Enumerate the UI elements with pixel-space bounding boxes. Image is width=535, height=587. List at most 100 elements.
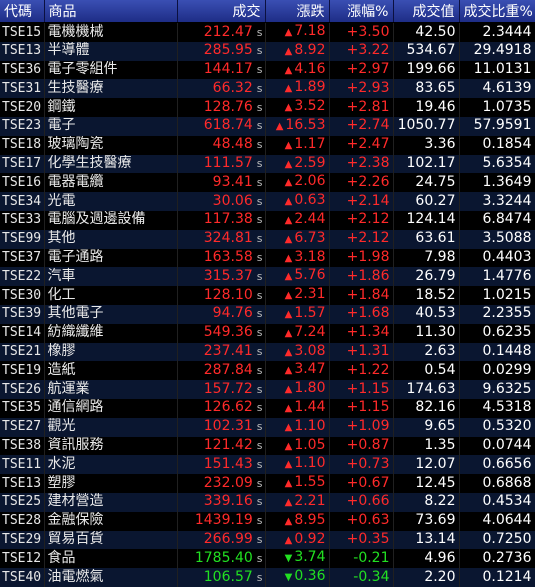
header-change-pct[interactable]: 漲幅% <box>329 0 394 23</box>
row-price: 106.57 <box>203 568 253 585</box>
header-price[interactable]: 成交 <box>177 0 266 23</box>
arrow-up-icon: ▲ <box>284 290 293 302</box>
row-change-pct: +2.12 <box>329 229 394 249</box>
row-change-value: 2.21 <box>294 492 326 509</box>
row-volume-value: 3.36 <box>393 135 460 155</box>
table-row[interactable]: TSE20 鋼鐵 128.76 s ▲ 3.52 +2.81 19.46 1.07… <box>0 98 535 117</box>
row-change-value: 4.16 <box>294 60 326 77</box>
table-row[interactable]: TSE21 橡膠 237.41 s ▲ 3.08 +1.31 2.63 0.144… <box>0 342 535 362</box>
table-row[interactable]: TSE15 電機機械 212.47 s ▲ 7.18 +3.50 42.50 2.… <box>0 22 535 42</box>
table-row[interactable]: TSE29 貿易百貨 266.99 s ▲ 0.92 +0.35 13.14 0.… <box>0 530 535 550</box>
row-price: 315.37 <box>203 267 253 284</box>
row-price-suffix: s <box>256 251 263 265</box>
table-row[interactable]: TSE99 其他 324.81 s ▲ 6.73 +2.12 63.61 3.50… <box>0 229 535 249</box>
row-volume-value: 73.69 <box>393 511 460 531</box>
row-change: ▲ 1.57 <box>265 304 330 324</box>
row-price-cell: 111.57 s <box>177 154 266 174</box>
row-price-cell: 324.81 s <box>177 229 266 249</box>
arrow-up-icon: ▲ <box>275 120 284 132</box>
row-change-pct: +2.14 <box>329 192 394 211</box>
table-row[interactable]: TSE31 生技醫療 66.32 s ▲ 1.89 +2.93 83.65 4.6… <box>0 79 535 99</box>
header-change[interactable]: 漲跌 <box>265 0 330 23</box>
row-name: 光電 <box>44 192 178 211</box>
row-change: ▲ 8.92 <box>265 41 330 61</box>
row-volume-value: 26.79 <box>393 267 460 287</box>
table-row[interactable]: TSE12 食品 1785.40 s ▼ 3.74 -0.21 4.96 0.27… <box>0 549 535 569</box>
row-price-suffix: s <box>256 326 263 340</box>
row-change-pct: +2.97 <box>329 60 394 80</box>
row-volume-value: 13.14 <box>393 530 460 550</box>
row-volume-value: 12.45 <box>393 474 460 493</box>
table-row[interactable]: TSE13 半導體 285.95 s ▲ 8.92 +3.22 534.67 29… <box>0 41 535 61</box>
row-code: TSE30 <box>0 286 45 305</box>
table-row[interactable]: TSE36 電子零組件 144.17 s ▲ 4.16 +2.97 199.66 … <box>0 60 535 80</box>
table-row[interactable]: TSE25 建材營造 339.16 s ▲ 2.21 +0.66 8.22 0.4… <box>0 492 535 512</box>
row-code: TSE16 <box>0 173 45 193</box>
table-row[interactable]: TSE34 光電 30.06 s ▲ 0.63 +2.14 60.27 3.324… <box>0 192 535 211</box>
row-price-suffix: s <box>256 194 263 208</box>
header-name[interactable]: 商品 <box>44 0 178 23</box>
table-row[interactable]: TSE37 電子通路 163.58 s ▲ 3.18 +1.98 7.98 0.4… <box>0 248 535 268</box>
table-row[interactable]: TSE16 電器電纜 93.41 s ▲ 2.06 +2.26 24.75 1.3… <box>0 173 535 193</box>
row-price-cell: 287.84 s <box>177 361 266 381</box>
row-price: 93.41 <box>212 173 253 190</box>
table-row[interactable]: TSE19 造紙 287.84 s ▲ 3.47 +1.22 0.54 0.029… <box>0 361 535 381</box>
table-row[interactable]: TSE38 資訊服務 121.42 s ▲ 1.05 +0.87 1.35 0.0… <box>0 436 535 456</box>
table-row[interactable]: TSE22 汽車 315.37 s ▲ 5.76 +1.86 26.79 1.47… <box>0 267 535 287</box>
row-volume-value: 1050.77 <box>393 116 460 136</box>
row-change-value: 2.31 <box>294 286 326 303</box>
row-volume-value: 1.35 <box>393 436 460 456</box>
table-row[interactable]: TSE23 電子 618.74 s ▲ 16.53 +2.74 1050.77 5… <box>0 116 535 136</box>
row-change-pct: +1.31 <box>329 342 394 362</box>
table-row[interactable]: TSE18 玻璃陶瓷 48.48 s ▲ 1.17 +2.47 3.36 0.18… <box>0 135 535 155</box>
table-row[interactable]: TSE27 觀光 102.31 s ▲ 1.10 +1.09 9.65 0.532… <box>0 417 535 437</box>
row-price: 128.76 <box>203 98 253 115</box>
arrow-down-icon: ▼ <box>284 572 293 584</box>
arrow-up-icon: ▲ <box>284 496 293 508</box>
arrow-down-icon: ▼ <box>284 553 293 565</box>
row-volume-value: 40.53 <box>393 304 460 324</box>
row-change-value: 1.57 <box>294 304 326 321</box>
row-volume-value: 174.63 <box>393 380 460 399</box>
row-change-value: 8.92 <box>294 41 326 58</box>
row-change-pct: +2.93 <box>329 79 394 99</box>
header-code[interactable]: 代碼 <box>0 0 45 23</box>
table-row[interactable]: TSE11 水泥 151.43 s ▲ 1.10 +0.73 12.07 0.66… <box>0 455 535 475</box>
row-code: TSE18 <box>0 135 45 155</box>
row-change-value: 7.24 <box>294 323 326 340</box>
table-row[interactable]: TSE33 電腦及週邊設備 117.38 s ▲ 2.44 +2.12 124.1… <box>0 210 535 230</box>
row-name: 塑膠 <box>44 474 178 493</box>
table-row[interactable]: TSE26 航運業 157.72 s ▲ 1.80 +1.15 174.63 9.… <box>0 380 535 399</box>
row-volume-value: 7.98 <box>393 248 460 268</box>
row-volume-share: 0.4403 <box>459 248 535 268</box>
row-change-value: 3.52 <box>294 98 326 115</box>
table-row[interactable]: TSE39 其他電子 94.76 s ▲ 1.57 +1.68 40.53 2.2… <box>0 304 535 324</box>
row-change: ▲ 1.10 <box>265 417 330 437</box>
row-volume-value: 42.50 <box>393 22 460 42</box>
row-change: ▲ 8.95 <box>265 511 330 531</box>
arrow-up-icon: ▲ <box>284 421 293 433</box>
row-volume-share: 0.0299 <box>459 361 535 381</box>
arrow-up-icon: ▲ <box>284 308 293 320</box>
table-row[interactable]: TSE35 通信網路 126.62 s ▲ 1.44 +1.15 82.16 4.… <box>0 398 535 418</box>
row-change-value: 0.63 <box>294 192 326 209</box>
table-row[interactable]: TSE13 塑膠 232.09 s ▲ 1.55 +0.67 12.45 0.68… <box>0 474 535 493</box>
table-row[interactable]: TSE40 油電燃氣 106.57 s ▼ 0.36 -0.34 2.20 0.1… <box>0 568 535 587</box>
table-row[interactable]: TSE14 紡織纖維 549.36 s ▲ 7.24 +1.34 11.30 0.… <box>0 323 535 343</box>
row-change-pct: +0.35 <box>329 530 394 550</box>
table-row[interactable]: TSE17 化學生技醫療 111.57 s ▲ 2.59 +2.38 102.17… <box>0 154 535 174</box>
row-change-value: 1.89 <box>294 79 326 96</box>
row-volume-share: 0.4534 <box>459 492 535 512</box>
row-price: 94.76 <box>212 305 253 322</box>
row-volume-value: 11.30 <box>393 323 460 343</box>
row-code: TSE22 <box>0 267 45 287</box>
arrow-up-icon: ▲ <box>284 102 293 114</box>
row-change: ▲ 3.18 <box>265 248 330 268</box>
table-row[interactable]: TSE28 金融保險 1439.19 s ▲ 8.95 +0.63 73.69 4… <box>0 511 535 531</box>
row-code: TSE26 <box>0 380 45 399</box>
header-volume-share[interactable]: 成交比重% <box>459 0 535 23</box>
row-name: 通信網路 <box>44 398 178 418</box>
table-row[interactable]: TSE30 化工 128.10 s ▲ 2.31 +1.84 18.52 1.02… <box>0 286 535 305</box>
row-change-pct: +1.98 <box>329 248 394 268</box>
header-volume-value[interactable]: 成交值 <box>393 0 460 23</box>
